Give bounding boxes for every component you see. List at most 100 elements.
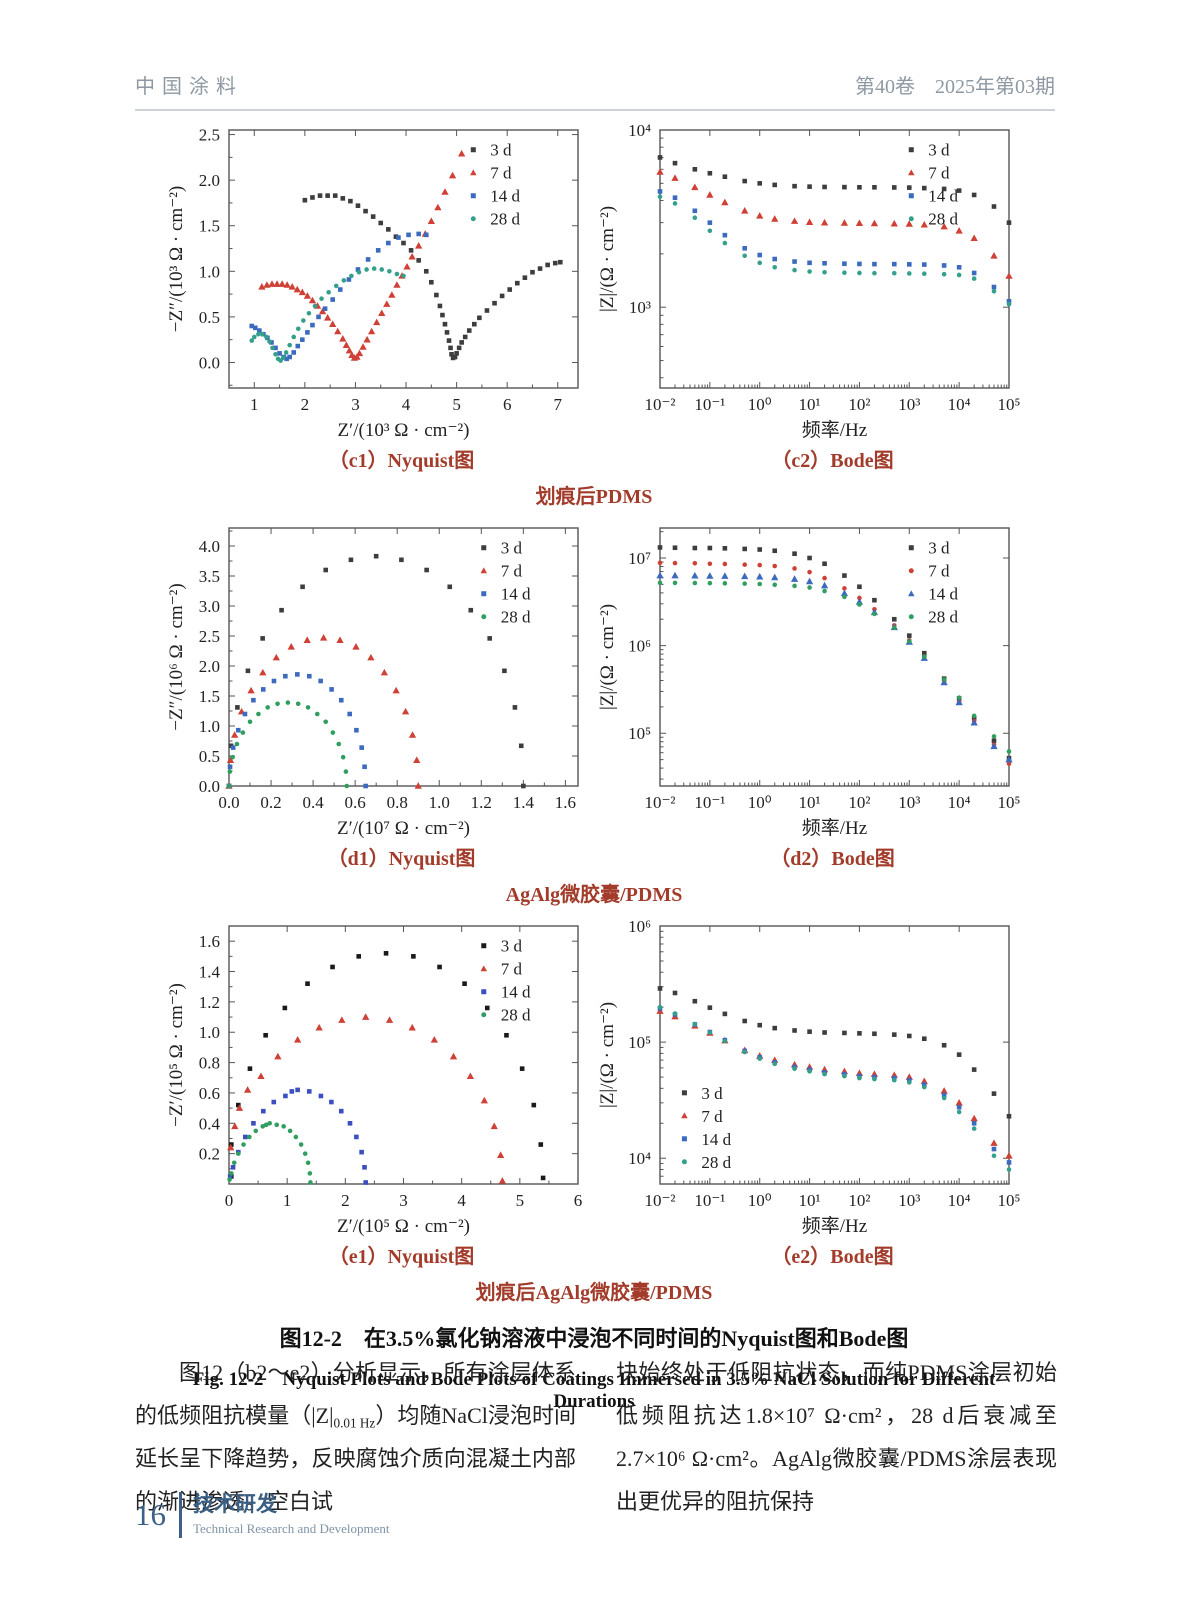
svg-text:10³: 10³: [898, 1191, 920, 1210]
chart-d2-bode: 10⁻² 10⁻¹ 10⁰ 10¹ 10² 10³ 10⁴ 10⁵ 10⁵ 10⁶ 10⁷ 3 d 7 …: [597, 527, 1021, 839]
svg-text:7 d: 7 d: [490, 164, 512, 183]
page-footer: 16 技术研发 Technical Research and Developme…: [135, 1492, 390, 1538]
svg-text:0.6: 0.6: [199, 1084, 220, 1103]
svg-text:14 d: 14 d: [501, 585, 531, 604]
svg-text:0.5: 0.5: [199, 308, 220, 327]
section-name-en: Technical Research and Development: [193, 1520, 390, 1536]
svg-text:10⁰: 10⁰: [748, 793, 772, 812]
svg-text:0.2: 0.2: [260, 793, 281, 812]
svg-text:1: 1: [250, 395, 259, 414]
chart-row-d: 0.0 0.2 0.4 0.6 0.8 1.0 1.2 1.4 1.6 0.0 0.5 1.0 1.5 2…: [163, 518, 1025, 842]
svg-text:10³: 10³: [898, 395, 920, 414]
svg-text:10¹: 10¹: [799, 1191, 821, 1210]
svg-text:14 d: 14 d: [701, 1130, 731, 1149]
group-label-d: AgAlg微胶囊/PDMS: [505, 884, 683, 906]
svg-text:3 d: 3 d: [501, 937, 523, 956]
page-header: 中国涂料 第40卷 2025年第03期: [135, 70, 1055, 111]
caption-d1: （d1）Nyquist图: [327, 848, 476, 870]
svg-text:10²: 10²: [848, 793, 870, 812]
svg-text:1.6: 1.6: [199, 932, 220, 951]
svg-text:10⁵: 10⁵: [628, 1033, 651, 1052]
svg-text:1.0: 1.0: [429, 793, 450, 812]
svg-text:7: 7: [554, 395, 563, 414]
chart-block-c1: 1 2 3 4 5 6 7 0.0 0.5 1.0 1.5 2.0 2.5 3 d 7 d 14 d 28 d Z…: [163, 120, 594, 444]
svg-text:0.5: 0.5: [199, 747, 220, 766]
svg-text:1.5: 1.5: [199, 217, 220, 236]
svg-text:频率/Hz: 频率/Hz: [802, 419, 867, 441]
svg-text:28 d: 28 d: [501, 608, 531, 627]
caption-c1: （c1）Nyquist图: [328, 450, 475, 472]
svg-text:10⁶: 10⁶: [628, 637, 651, 656]
svg-text:2.5: 2.5: [199, 126, 220, 145]
svg-text:0: 0: [225, 1191, 234, 1210]
chart-block-e1: 0 1 2 3 4 5 6 0.2 0.4 0.6 0.8 1.0 1.2 1.4 1.6 3 d 7 d 14 …: [163, 916, 594, 1240]
svg-text:7 d: 7 d: [501, 562, 523, 581]
svg-text:1.5: 1.5: [199, 687, 220, 706]
chart-e1-nyquist: 0 1 2 3 4 5 6 0.2 0.4 0.6 0.8 1.0 1.2 1.4 1.6 3 d 7 d 14 …: [166, 925, 582, 1237]
svg-text:−Z″/(10³ Ω · cm⁻²): −Z″/(10³ Ω · cm⁻²): [166, 186, 187, 333]
svg-text:10⁻¹: 10⁻¹: [694, 793, 725, 812]
svg-text:10⁵: 10⁵: [628, 724, 651, 743]
svg-text:|Z|/(Ω · cm⁻²): |Z|/(Ω · cm⁻²): [597, 604, 618, 710]
svg-text:0.0: 0.0: [199, 777, 220, 796]
svg-text:28 d: 28 d: [928, 608, 958, 627]
svg-text:28 d: 28 d: [501, 1006, 531, 1025]
figure-group-e: 0 1 2 3 4 5 6 0.2 0.4 0.6 0.8 1.0 1.2 1.4 1.6 3 d 7 d 14 …: [163, 916, 1025, 1305]
svg-text:1.0: 1.0: [199, 262, 220, 281]
svg-text:1.0: 1.0: [199, 1023, 220, 1042]
svg-text:10⁻²: 10⁻²: [644, 395, 675, 414]
svg-text:频率/Hz: 频率/Hz: [802, 817, 867, 839]
chart-block-d1: 0.0 0.2 0.4 0.6 0.8 1.0 1.2 1.4 1.6 0.0 0.5 1.0 1.5 2…: [163, 518, 594, 842]
svg-text:10³: 10³: [898, 793, 920, 812]
svg-text:频率/Hz: 频率/Hz: [802, 1215, 867, 1237]
svg-text:10⁷: 10⁷: [628, 549, 651, 568]
page-number: 16: [135, 1497, 166, 1532]
svg-text:7 d: 7 d: [501, 960, 523, 979]
body-right-column: 块始终处于低阻抗状态，而纯PDMS涂层初始低频阻抗达1.8×10⁷ Ω·cm²，…: [616, 1360, 1057, 1514]
svg-text:2.0: 2.0: [199, 171, 220, 190]
svg-text:10⁰: 10⁰: [748, 1191, 772, 1210]
svg-text:7 d: 7 d: [701, 1107, 723, 1126]
svg-text:10⁴: 10⁴: [628, 121, 651, 140]
svg-text:3 d: 3 d: [501, 539, 523, 558]
svg-text:0.4: 0.4: [302, 793, 324, 812]
chart-row-c: 1 2 3 4 5 6 7 0.0 0.5 1.0 1.5 2.0 2.5 3 d 7 d 14 d 28 d Z…: [163, 120, 1025, 444]
chart-c2-bode: 10⁻² 10⁻¹ 10⁰ 10¹ 10² 10³ 10⁴ 10⁵ 10³ 10⁴ 3 d 7 d 14…: [597, 121, 1021, 441]
section-name-zh: 技术研发: [193, 1493, 277, 1517]
journal-name: 中国涂料: [135, 76, 243, 98]
svg-text:2.0: 2.0: [199, 657, 220, 676]
figure-group-c: 1 2 3 4 5 6 7 0.0 0.5 1.0 1.5 2.0 2.5 3 d 7 d 14 d 28 d Z…: [163, 120, 1025, 509]
svg-text:5: 5: [452, 395, 461, 414]
footer-section: 技术研发 Technical Research and Development: [193, 1493, 390, 1536]
svg-text:4: 4: [402, 395, 411, 414]
caption-c2: （c2）Bode图: [771, 450, 894, 472]
caption-d2: （d2）Bode图: [770, 848, 895, 870]
svg-text:10⁴: 10⁴: [948, 395, 971, 414]
svg-text:10⁵: 10⁵: [998, 793, 1021, 812]
svg-text:28 d: 28 d: [490, 210, 520, 229]
svg-text:10⁵: 10⁵: [998, 395, 1021, 414]
body-text: 图12（b2～e2）分析显示，所有涂层体系的低频阻抗模量（|Z|0.01 Hz）…: [135, 1352, 1057, 1524]
svg-text:1.2: 1.2: [471, 793, 492, 812]
caption-e1: （e1）Nyquist图: [328, 1246, 475, 1268]
svg-text:Z′/(10⁵ Ω · cm⁻²): Z′/(10⁵ Ω · cm⁻²): [337, 1216, 470, 1237]
svg-text:−Z′/(10⁵ Ω · cm⁻²): −Z′/(10⁵ Ω · cm⁻²): [166, 983, 187, 1127]
figure-caption-en: Fig. 12-2 Nyquist Plots and Bode Plots o…: [192, 1369, 996, 1412]
sub-captions-e: （e1）Nyquist图 （e2）Bode图: [163, 1240, 1025, 1269]
svg-text:28 d: 28 d: [928, 210, 958, 229]
svg-text:Z′/(10³ Ω · cm⁻²): Z′/(10³ Ω · cm⁻²): [337, 420, 469, 441]
body-left-pre: 图12（b2～e2）分析显示，所有涂层体系的低频阻抗模量（|Z|: [135, 1360, 576, 1428]
chart-c1-nyquist: 1 2 3 4 5 6 7 0.0 0.5 1.0 1.5 2.0 2.5 3 d 7 d 14 d 28 d Z…: [166, 126, 579, 441]
svg-text:3 d: 3 d: [928, 141, 950, 160]
svg-text:3.0: 3.0: [199, 597, 220, 616]
sub-captions-c: （c1）Nyquist图 （c2）Bode图: [163, 444, 1025, 473]
svg-text:10⁻¹: 10⁻¹: [694, 1191, 725, 1210]
svg-text:10⁵: 10⁵: [998, 1191, 1021, 1210]
svg-text:7 d: 7 d: [928, 562, 950, 581]
figure-12-2: 1 2 3 4 5 6 7 0.0 0.5 1.0 1.5 2.0 2.5 3 d 7 d 14 d 28 d Z…: [163, 120, 1025, 1413]
body-left-column: 图12（b2～e2）分析显示，所有涂层体系的低频阻抗模量（|Z|0.01 Hz）…: [135, 1352, 576, 1524]
svg-text:2: 2: [341, 1191, 350, 1210]
caption-e2: （e2）Bode图: [771, 1246, 894, 1268]
svg-text:10⁻²: 10⁻²: [644, 793, 675, 812]
